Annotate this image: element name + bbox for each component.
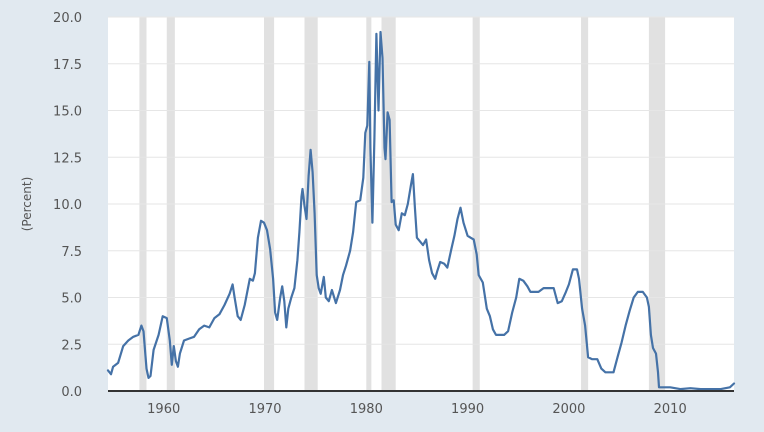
x-tick-label: 1980	[350, 402, 383, 417]
x-tick-label: 1970	[248, 402, 281, 417]
y-tick-label: 12.5	[53, 151, 82, 166]
series-line-1	[106, 30, 736, 391]
y-axis-label: (Percent)	[20, 177, 34, 232]
x-tick-label: 1990	[451, 402, 484, 417]
x-tick-label: 2000	[552, 402, 585, 417]
gridlines	[108, 16, 734, 345]
y-tick-label: 2.5	[61, 338, 82, 353]
y-tick-label: 5.0	[61, 292, 82, 307]
y-tick-label: 20.0	[53, 11, 82, 26]
y-tick-label: 7.5	[61, 245, 82, 260]
x-tick-label: 1960	[147, 402, 180, 417]
y-axis-tick-labels: 0.0 2.5 5.0 7.5 10.0 12.5 15.0 17.5 20.0	[53, 11, 82, 400]
series-line	[106, 30, 736, 391]
y-tick-label: 15.0	[53, 105, 82, 120]
x-axis-tick-labels: 1960 1970 1980 1990 2000 2010	[147, 402, 687, 417]
y-tick-label: 17.5	[53, 58, 82, 73]
y-tick-label: 0.0	[61, 385, 82, 400]
y-tick-label: 10.0	[53, 198, 82, 213]
x-tick-label: 2010	[654, 402, 687, 417]
